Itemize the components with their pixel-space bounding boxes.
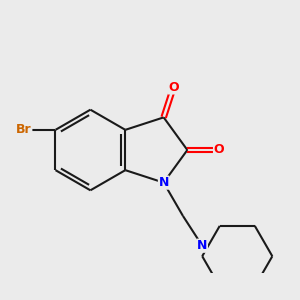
Text: Br: Br: [16, 123, 32, 136]
Text: O: O: [168, 81, 179, 94]
Text: N: N: [158, 176, 169, 189]
Text: O: O: [214, 143, 224, 157]
Text: N: N: [197, 239, 207, 252]
